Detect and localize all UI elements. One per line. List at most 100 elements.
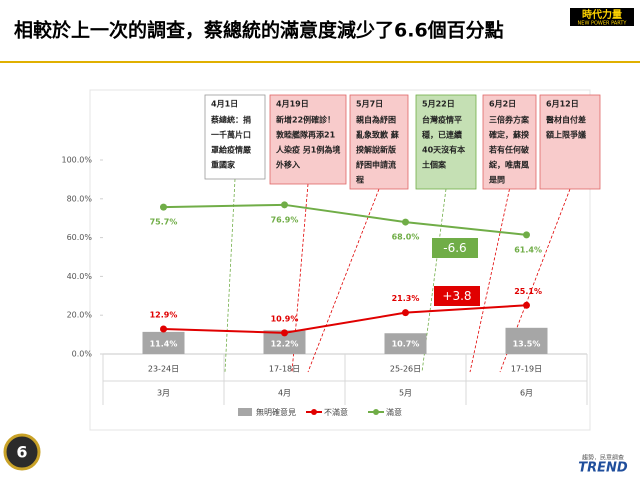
annotation-date: 4月19日 — [276, 100, 309, 109]
bar-label: 13.5% — [513, 340, 541, 349]
bar — [505, 327, 548, 354]
x-tick-label: 17-19日 — [511, 365, 542, 374]
annotation-text: 新增22例確診！ — [276, 115, 335, 125]
point — [160, 325, 167, 333]
legend-marker — [311, 409, 317, 415]
y-tick-label: 100.0% — [61, 156, 92, 165]
logo-box — [570, 8, 634, 26]
change-box — [434, 286, 480, 306]
annotation-date: 4月1日 — [211, 100, 238, 109]
x-tick-label: 17-18日 — [269, 365, 300, 374]
y-tick-label: 80.0% — [67, 194, 93, 203]
point-label: 21.3% — [392, 294, 420, 303]
y-tick-label: 0.0% — [72, 350, 93, 359]
annotation-date: 5月7日 — [356, 100, 383, 109]
annotation-date: 5月22日 — [422, 100, 455, 109]
month-label: 4月 — [278, 389, 291, 398]
annotation-text: 紓困申請流 — [356, 160, 396, 170]
y-tick-label: 40.0% — [67, 272, 93, 281]
month-label: 6月 — [520, 389, 533, 398]
annotation-text: 醫材自付差 — [546, 115, 586, 125]
annotation-box — [539, 94, 601, 190]
annotation-text: 確定，蘇揆 — [489, 130, 530, 140]
annotation-leader — [307, 188, 380, 373]
page-number: 6 — [16, 443, 27, 462]
change-box — [432, 238, 478, 258]
annotation-box — [482, 94, 537, 190]
annotation-leader — [469, 188, 510, 373]
bar-label: 11.4% — [150, 340, 178, 349]
annotation-text: 綻，唯唐風 — [489, 160, 529, 170]
legend-marker — [373, 409, 379, 415]
point — [281, 201, 288, 209]
annotation-text: 重國家 — [211, 160, 236, 170]
point — [160, 203, 167, 211]
annotation-text: 敦睦艦隊再添21 — [276, 130, 336, 140]
point-label: 75.7% — [150, 218, 178, 227]
annotation-text: 台灣疫情平 — [422, 115, 462, 125]
annotation-text: 蔡總統：捐 — [210, 115, 251, 125]
change-label: -6.6 — [443, 241, 466, 255]
bar — [142, 331, 185, 354]
footer-sub: 趨勢．民意調查 — [582, 454, 624, 462]
point — [523, 231, 530, 239]
logo: 時代力量 — [582, 8, 622, 21]
annotation-text: 外移入 — [276, 160, 300, 170]
legend-label: 無明確意見 — [256, 407, 296, 417]
point-label: 10.9% — [271, 314, 299, 323]
annotation-text: 亂象致歉 蘇 — [356, 130, 400, 140]
month-label: 3月 — [157, 389, 170, 398]
point-label: 68.0% — [392, 233, 420, 242]
annotation-leader — [421, 188, 447, 373]
page-badge — [3, 433, 41, 471]
point-label: 76.9% — [271, 215, 299, 224]
logo-sub: NEW POWER PARTY — [578, 21, 628, 27]
annotation-text: 40天沒有本 — [422, 145, 465, 155]
point-label: 61.4% — [514, 245, 542, 254]
footer-logo: TREND — [578, 461, 628, 476]
annotation-text: 是問 — [488, 175, 505, 185]
bar-label: 10.7% — [392, 340, 420, 349]
series-line — [163, 203, 527, 236]
y-tick-label: 20.0% — [67, 311, 93, 320]
annotation-text: 程 — [356, 175, 364, 185]
bar — [384, 333, 427, 354]
annotation-date: 6月2日 — [489, 100, 516, 109]
legend-swatch — [238, 408, 252, 416]
bar-label: 12.2% — [271, 340, 299, 349]
y-tick-label: 60.0% — [67, 233, 93, 242]
point — [402, 309, 409, 317]
annotation-leader — [224, 178, 236, 373]
annotation-box — [415, 94, 477, 190]
annotation-text: 土個案 — [422, 160, 447, 170]
x-tick-label: 25-26日 — [390, 365, 421, 374]
annotation-text: 一千萬片口 — [211, 130, 251, 140]
series-line — [163, 304, 527, 334]
annotation-text: 揆解說新版 — [356, 145, 396, 155]
annotation-text: 罩給疫情嚴 — [211, 145, 252, 155]
annotation-box — [204, 94, 266, 180]
slide-title: 相較於上一次的調查，蔡總統的滿意度減少了6.6個百分點 — [14, 19, 504, 42]
annotation-text: 額上限爭議 — [545, 130, 586, 140]
point — [523, 301, 530, 309]
legend-label: 不滿意 — [324, 407, 348, 417]
bar — [263, 330, 306, 354]
change-label: +3.8 — [442, 289, 471, 303]
annotation-text: 三倍券方案 — [489, 115, 530, 125]
annotation-box — [349, 94, 409, 190]
point — [402, 218, 409, 226]
annotation-text: 親自為紓困 — [356, 115, 396, 125]
point-label: 12.9% — [150, 310, 178, 319]
month-label: 5月 — [399, 389, 412, 398]
annotation-date: 6月12日 — [546, 100, 579, 109]
annotation-text: 穩，已連續 — [421, 130, 462, 140]
annotation-text: 人染疫 另1例為境 — [276, 145, 340, 155]
point — [281, 329, 288, 337]
annotation-box — [269, 94, 347, 185]
point-label: 25.1% — [514, 287, 542, 296]
annotation-leader — [499, 188, 571, 373]
legend-label: 滿意 — [386, 407, 402, 417]
x-tick-label: 23-24日 — [148, 365, 179, 374]
annotation-text: 若有任何破 — [488, 145, 529, 155]
